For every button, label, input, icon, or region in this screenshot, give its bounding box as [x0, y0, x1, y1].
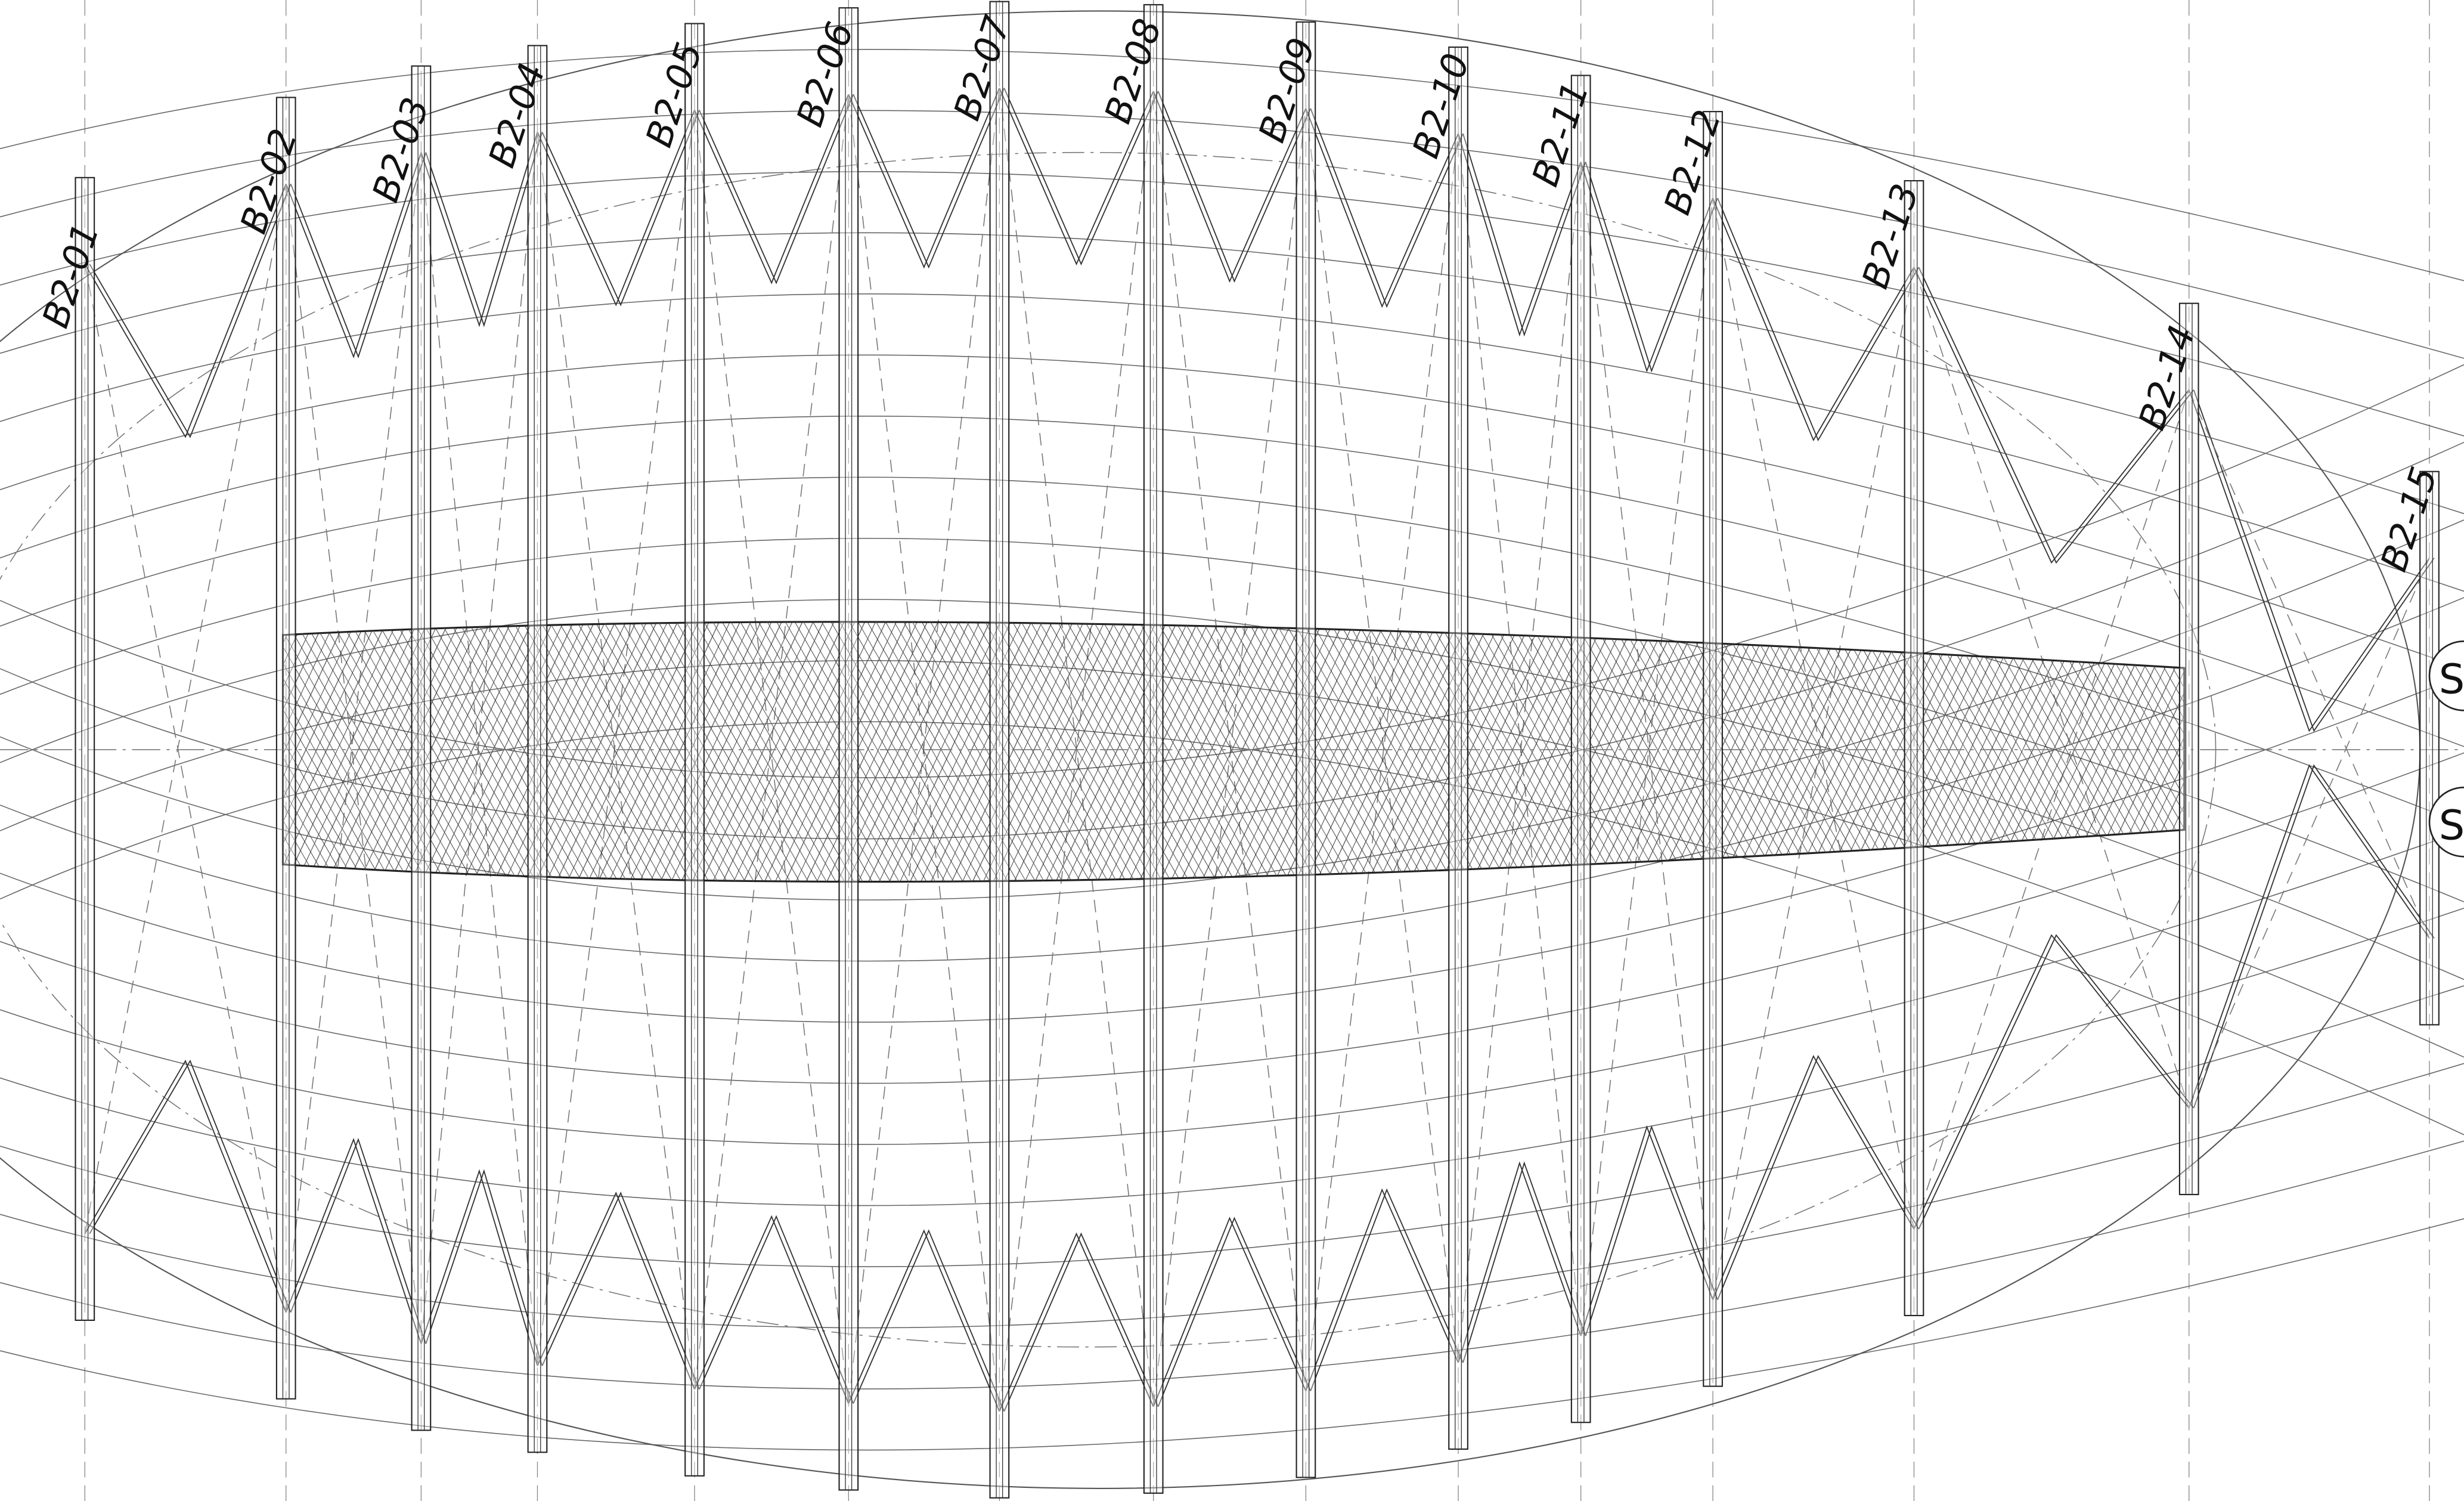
bottom-brace: [1581, 1127, 1713, 1336]
bottom-brace: [695, 1217, 848, 1404]
bottom-brace: [1158, 1218, 1311, 1407]
diagonal-brace: [2189, 390, 2429, 939]
diagonal-brace: [85, 184, 286, 1234]
contour-arc: [0, 908, 2464, 1206]
bottom-brace: [699, 1217, 853, 1404]
edge-mark-label-1: S: [2439, 655, 2464, 703]
bottom-brace: [421, 1171, 537, 1366]
bottom-brace: [1310, 1190, 1463, 1391]
frame-column: [1905, 181, 1924, 1316]
hatched-deck: [283, 622, 2184, 882]
frame-column: [412, 66, 431, 1431]
bottom-brace: [291, 1140, 426, 1344]
frame-column: [1572, 76, 1591, 1423]
contour-arc: [0, 1219, 2464, 1450]
contour-arc: [0, 294, 2464, 592]
bottom-brace: [1306, 1190, 1458, 1391]
bottom-brace: [537, 1193, 695, 1389]
bottom-brace: [1458, 1163, 1581, 1363]
contour-arc: [0, 49, 2464, 281]
bottom-brace: [1914, 935, 2189, 1229]
frame-column: [839, 8, 858, 1490]
edge-mark-label-2: S: [2439, 801, 2464, 849]
diagonal-brace: [85, 264, 286, 1313]
contour-arc: [0, 1141, 2464, 1389]
top-brace: [426, 132, 542, 325]
frame-column: [1297, 22, 1316, 1478]
contour-arc: [0, 355, 2464, 669]
bottom-brace: [542, 1193, 699, 1389]
bottom-brace: [1463, 1163, 1586, 1363]
frame-column: [685, 24, 704, 1476]
bottom-brace: [1718, 1056, 1918, 1300]
frame-column: [1449, 47, 1468, 1449]
frame-column: [1144, 5, 1163, 1493]
frame-column: [2420, 472, 2439, 1025]
bottom-brace: [1154, 1218, 1306, 1407]
frame-column: [277, 97, 296, 1398]
frame-column: [990, 2, 1009, 1498]
frame-column: [2180, 304, 2199, 1194]
bottom-brace: [2189, 766, 2429, 1109]
frame-column: [1703, 112, 1722, 1386]
bottom-brace: [85, 1061, 286, 1313]
bottom-brace: [426, 1171, 542, 1366]
frame-column: [528, 45, 547, 1452]
bottom-brace: [848, 1231, 999, 1412]
frame-column: [76, 178, 95, 1320]
bottom-brace: [1918, 935, 2193, 1229]
bottom-brace: [1586, 1127, 1718, 1336]
